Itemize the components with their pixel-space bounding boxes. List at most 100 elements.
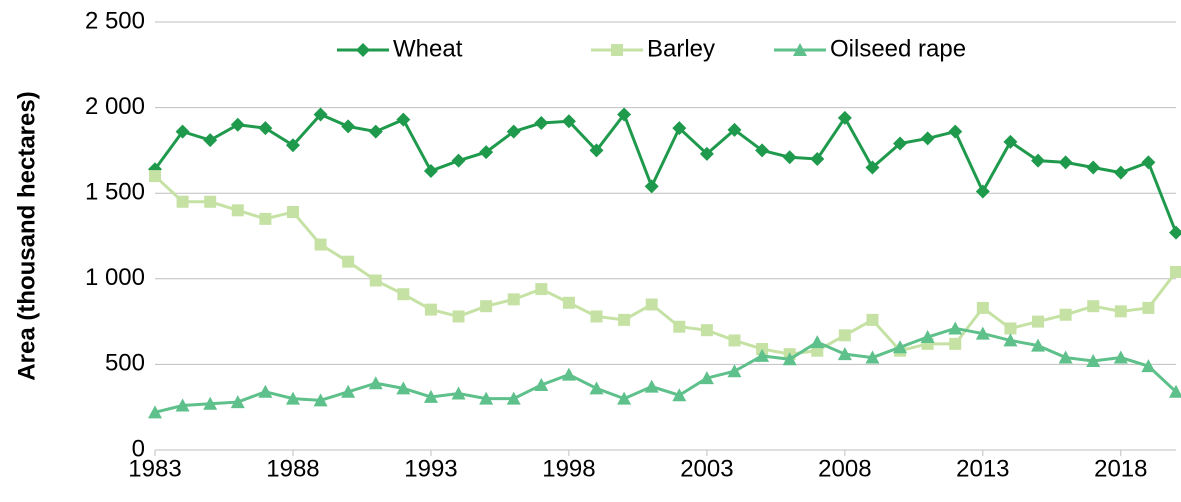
marker (148, 405, 162, 419)
x-tick-label: 2013 (956, 455, 1009, 482)
marker (1031, 153, 1046, 168)
marker (866, 313, 879, 326)
marker (397, 288, 410, 301)
y-tick-label: 0 (132, 435, 145, 462)
marker (149, 170, 161, 183)
marker (534, 116, 549, 131)
marker (948, 124, 963, 139)
marker (452, 310, 465, 323)
marker (175, 398, 190, 412)
marker (479, 391, 494, 405)
x-tick-label: 1988 (266, 455, 319, 482)
marker (975, 184, 990, 199)
marker (369, 274, 382, 287)
marker (506, 124, 521, 139)
marker (755, 348, 770, 362)
marker (837, 110, 852, 125)
marker (672, 121, 687, 136)
marker (728, 334, 741, 347)
marker (231, 204, 244, 217)
marker (782, 352, 797, 366)
marker (1169, 384, 1181, 398)
marker (1031, 338, 1046, 352)
marker (230, 117, 245, 132)
marker (1114, 305, 1127, 318)
marker (727, 122, 742, 137)
marker (1142, 301, 1155, 314)
marker (1004, 322, 1017, 335)
marker (285, 391, 300, 405)
marker (424, 303, 437, 316)
marker (396, 381, 411, 395)
marker (423, 163, 438, 178)
marker (175, 124, 190, 139)
y-tick-label: 500 (105, 350, 145, 377)
marker (782, 150, 797, 165)
marker (562, 296, 575, 309)
series-line (153, 111, 1178, 234)
marker (368, 124, 383, 139)
marker (865, 160, 880, 175)
marker (561, 114, 576, 129)
marker (313, 393, 328, 407)
marker (865, 350, 880, 364)
marker (755, 143, 770, 158)
marker (699, 371, 714, 385)
marker (1141, 359, 1156, 373)
marker (975, 326, 990, 340)
marker (893, 340, 908, 354)
marker (1003, 134, 1018, 149)
marker (313, 107, 328, 122)
marker (1003, 333, 1018, 347)
x-tick-label: 1983 (128, 455, 181, 482)
y-tick-label: 1 000 (85, 264, 145, 291)
marker (644, 179, 659, 194)
x-tick-label: 2008 (818, 455, 871, 482)
marker (644, 379, 659, 393)
marker (342, 255, 355, 268)
marker (286, 206, 299, 219)
marker (617, 107, 632, 122)
marker (673, 320, 686, 333)
marker (368, 376, 383, 390)
marker (258, 121, 273, 136)
marker (893, 136, 908, 151)
marker (285, 138, 300, 153)
marker (259, 212, 272, 225)
marker (590, 310, 603, 323)
marker (535, 283, 548, 296)
marker (314, 238, 327, 251)
series-line (153, 174, 1178, 356)
marker (1086, 160, 1101, 175)
marker (506, 391, 521, 405)
marker (645, 298, 658, 311)
marker (1113, 165, 1128, 180)
marker (341, 119, 356, 134)
marker (810, 335, 825, 349)
y-tick-label: 2 000 (85, 93, 145, 120)
x-tick-label: 1993 (404, 455, 457, 482)
marker (1141, 155, 1156, 170)
marker (534, 377, 549, 391)
marker (230, 395, 245, 409)
marker (617, 391, 632, 405)
x-tick-label: 1998 (542, 455, 595, 482)
marker (451, 153, 466, 168)
marker (1086, 353, 1101, 367)
marker (561, 367, 576, 381)
marker (176, 195, 189, 208)
marker (920, 330, 935, 344)
marker (1058, 350, 1073, 364)
marker (1058, 155, 1073, 170)
marker (838, 329, 851, 342)
marker (949, 337, 962, 350)
marker (793, 43, 807, 56)
marker (920, 131, 935, 146)
marker (423, 389, 438, 403)
marker (341, 384, 356, 398)
marker (479, 145, 494, 160)
marker (727, 364, 742, 378)
marker (948, 321, 963, 335)
marker (611, 44, 623, 56)
marker (204, 195, 217, 208)
